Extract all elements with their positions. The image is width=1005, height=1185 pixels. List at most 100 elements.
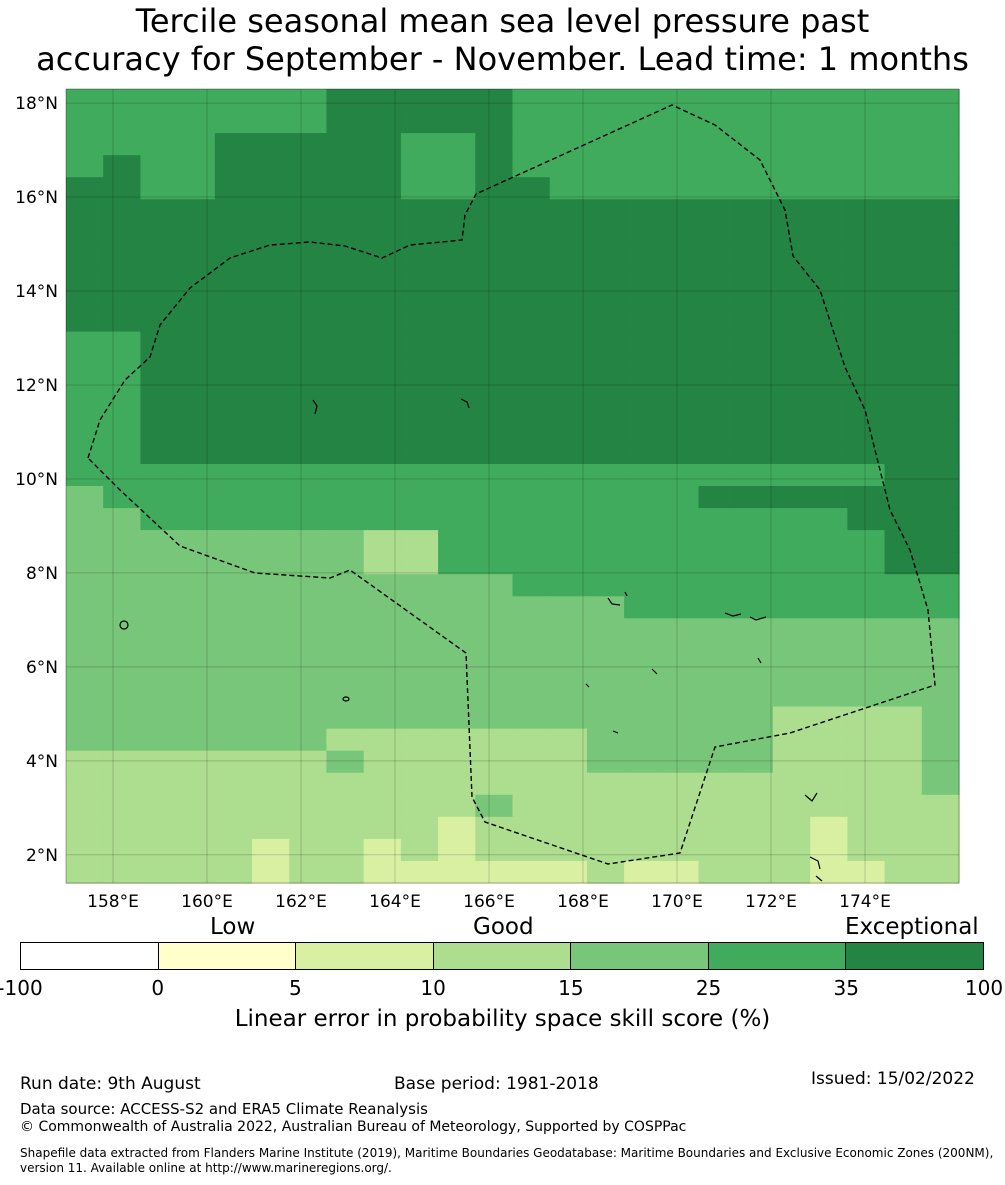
skill-cell — [326, 508, 365, 531]
skill-cell — [363, 640, 402, 664]
skill-cell — [661, 596, 700, 619]
skill-cell — [810, 265, 848, 289]
skill-cell — [326, 684, 365, 708]
skill-cell — [438, 838, 476, 862]
skill-cell — [475, 265, 514, 289]
skill-cell — [735, 133, 774, 156]
skill-cell — [698, 243, 737, 267]
skill-cell — [289, 596, 328, 619]
skill-cell — [214, 596, 253, 619]
skill-cell — [549, 508, 588, 531]
skill-cell — [438, 640, 476, 664]
skill-cell — [103, 111, 142, 134]
skill-cell — [847, 419, 886, 443]
skill-cell — [698, 397, 737, 421]
skill-cell — [66, 463, 104, 487]
skill-cell — [772, 199, 811, 222]
skill-cell — [289, 331, 328, 355]
skill-cell — [661, 397, 700, 421]
skill-cell — [512, 375, 551, 399]
skill-cell — [363, 596, 402, 619]
skill-cell — [326, 397, 365, 421]
skill-cell — [326, 353, 365, 377]
skill-cell — [586, 816, 625, 840]
skill-cell — [326, 816, 365, 840]
skill-cell — [512, 111, 551, 134]
legend-colorbar — [20, 942, 984, 970]
skill-cell — [252, 375, 290, 399]
skill-cell — [103, 133, 142, 156]
skill-cell — [326, 838, 365, 862]
skill-cell — [624, 508, 662, 531]
skill-cell — [921, 772, 960, 796]
skill-cell — [66, 287, 104, 311]
skill-cell — [698, 463, 737, 487]
skill-cell — [475, 860, 514, 884]
skill-cell — [586, 375, 625, 399]
skill-cell — [772, 463, 811, 487]
skill-cell — [177, 243, 216, 267]
skill-cell — [661, 309, 700, 333]
skill-cell — [586, 397, 625, 421]
skill-cell — [661, 375, 700, 399]
skill-cell — [586, 155, 625, 178]
skill-cell — [624, 177, 662, 200]
skill-cell — [289, 794, 328, 818]
skill-cell — [363, 508, 402, 531]
skill-cell — [66, 530, 104, 553]
skill-cell — [177, 221, 216, 244]
skill-cell — [586, 662, 625, 686]
skill-cell — [177, 552, 216, 575]
skill-cell — [140, 750, 179, 774]
skill-cell — [140, 353, 179, 377]
skill-cell — [698, 155, 737, 178]
skill-cell — [810, 287, 848, 311]
skill-cell — [252, 111, 290, 134]
skill-cell — [847, 287, 886, 311]
skill-cell — [475, 640, 514, 664]
skill-cell — [214, 353, 253, 377]
skill-cell — [624, 397, 662, 421]
skill-cell — [847, 265, 886, 289]
skill-cell — [735, 706, 774, 730]
skill-cell — [884, 133, 923, 156]
skill-cell — [921, 265, 960, 289]
skill-cell — [512, 133, 551, 156]
skill-cell — [326, 441, 365, 465]
skill-cell — [884, 618, 923, 641]
skill-cell — [214, 508, 253, 531]
skill-cell — [363, 155, 402, 178]
skill-cell — [586, 287, 625, 311]
skill-cell — [252, 199, 290, 222]
skill-cell — [103, 728, 142, 752]
lat-tick-label: 10°N — [15, 470, 58, 490]
skill-cell — [921, 574, 960, 597]
skill-cell — [214, 618, 253, 641]
skill-cell — [214, 199, 253, 222]
skill-cell — [921, 419, 960, 443]
skill-cell — [772, 221, 811, 244]
skill-cell — [66, 728, 104, 752]
skill-cell — [661, 221, 700, 244]
skill-cell — [810, 508, 848, 531]
eez-boundary — [87, 104, 936, 865]
skill-cell — [214, 574, 253, 597]
skill-cell — [177, 463, 216, 487]
skill-cell — [400, 221, 439, 244]
skill-cell — [921, 221, 960, 244]
skill-cell — [363, 618, 402, 641]
skill-cell — [289, 221, 328, 244]
skill-cell — [847, 750, 886, 774]
skill-cell — [512, 441, 551, 465]
skill-cell — [698, 640, 737, 664]
skill-cell — [177, 89, 216, 112]
skill-cell — [363, 662, 402, 686]
skill-cell — [549, 728, 588, 752]
skill-cell — [512, 552, 551, 575]
skill-cell — [289, 662, 328, 686]
skill-cell — [624, 794, 662, 818]
skill-cell — [512, 596, 551, 619]
skill-cell — [772, 640, 811, 664]
skill-cell — [921, 441, 960, 465]
skill-cell — [475, 530, 514, 553]
